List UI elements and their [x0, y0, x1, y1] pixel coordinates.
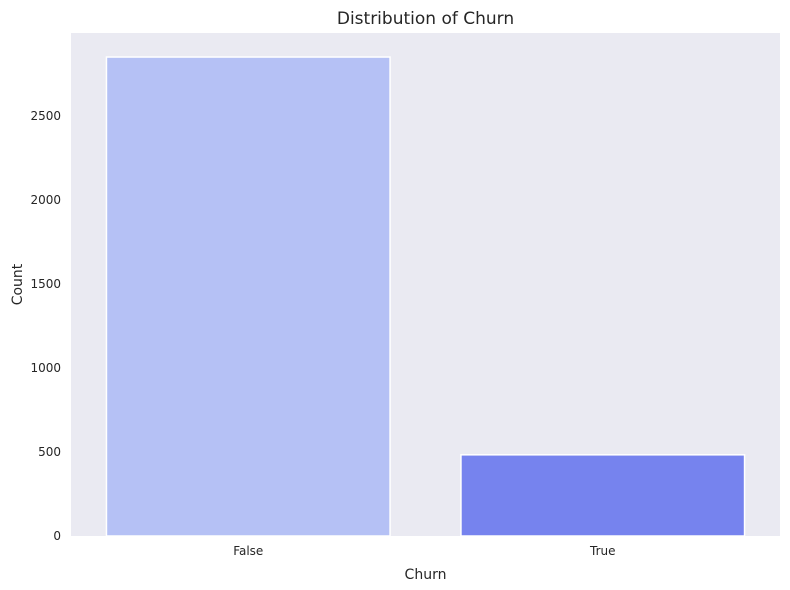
- y-tick-label: 2500: [30, 109, 61, 123]
- chart-title: Distribution of Churn: [337, 9, 514, 29]
- y-tick-label: 0: [53, 529, 61, 543]
- y-tick-label: 1000: [30, 361, 61, 375]
- x-tick-label: False: [233, 544, 263, 558]
- x-axis-ticks: False True: [233, 544, 615, 558]
- bar-false: [105, 56, 391, 537]
- y-tick-label: 1500: [30, 277, 61, 291]
- y-tick-label: 500: [38, 445, 61, 459]
- y-axis-label: Count: [10, 263, 26, 305]
- bar-true: [460, 454, 746, 537]
- x-axis-label: Churn: [405, 567, 447, 583]
- x-tick-label: True: [589, 544, 616, 558]
- bars: [105, 56, 746, 537]
- y-axis-ticks: 0 500 1000 1500 2000 2500: [30, 109, 61, 543]
- y-tick-label: 2000: [30, 193, 61, 207]
